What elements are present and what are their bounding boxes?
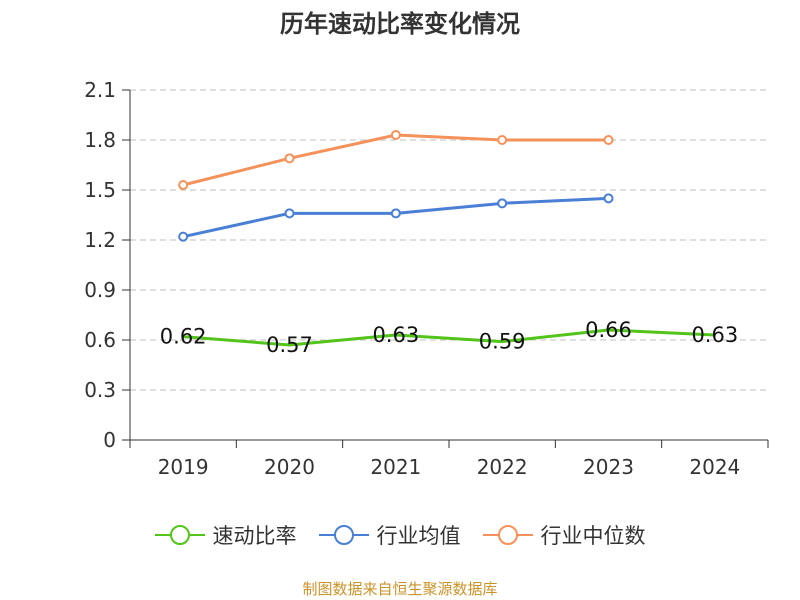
- legend-item-industry-mean[interactable]: 行业均值: [318, 520, 461, 550]
- data-label: 0.62: [160, 325, 207, 349]
- legend-item-quick-ratio[interactable]: 速动比率: [154, 520, 297, 550]
- y-tick-label: 0: [103, 428, 116, 452]
- legend-label-industry-median: 行业中位数: [540, 524, 646, 548]
- data-label: 0.66: [585, 318, 632, 342]
- data-point: [284, 208, 295, 219]
- series-line: [182, 133, 609, 187]
- x-tick-label: 2019: [158, 455, 209, 479]
- x-tick-label: 2023: [583, 455, 634, 479]
- y-tick-label: 1.8: [84, 128, 116, 152]
- legend-label-industry-mean: 行业均值: [376, 524, 461, 548]
- data-label: 0.63: [372, 323, 419, 347]
- data-point: [178, 231, 189, 242]
- data-point: [603, 193, 614, 204]
- data-label: 0.57: [266, 333, 313, 357]
- data-point: [603, 135, 614, 145]
- series-line: [183, 328, 715, 347]
- chart-title: 历年速动比率变化情况: [280, 10, 520, 38]
- x-tick-label: 2024: [689, 455, 740, 479]
- y-tick-label: 0.6: [84, 328, 116, 352]
- data-label: 0.59: [479, 330, 526, 354]
- x-tick-label: 2020: [264, 455, 315, 479]
- legend-swatch-industry-median: [482, 522, 533, 548]
- data-point: [497, 135, 508, 145]
- data-point: [390, 130, 401, 140]
- y-tick-label: 1.2: [84, 228, 116, 252]
- x-tick-label: 2021: [370, 455, 421, 479]
- y-tick-label: 0.9: [84, 278, 116, 302]
- data-point: [390, 208, 401, 219]
- legend: 速动比率 行业均值 行业中位数: [0, 520, 800, 550]
- data-source-note: 制图数据来自恒生聚源数据库: [302, 580, 498, 598]
- legend-swatch-quick-ratio: [154, 522, 205, 548]
- data-label: 0.63: [691, 323, 738, 347]
- legend-label-quick-ratio: 速动比率: [212, 524, 297, 548]
- legend-swatch-industry-mean: [318, 522, 369, 548]
- y-tick-label: 0.3: [84, 378, 116, 402]
- data-point: [497, 198, 508, 209]
- data-point: [284, 153, 295, 164]
- data-point: [178, 180, 189, 190]
- y-tick-label: 1.5: [84, 178, 116, 202]
- x-tick-label: 2022: [477, 455, 528, 479]
- y-tick-label: 2.1: [84, 78, 116, 102]
- legend-item-industry-median[interactable]: 行业中位数: [482, 520, 646, 550]
